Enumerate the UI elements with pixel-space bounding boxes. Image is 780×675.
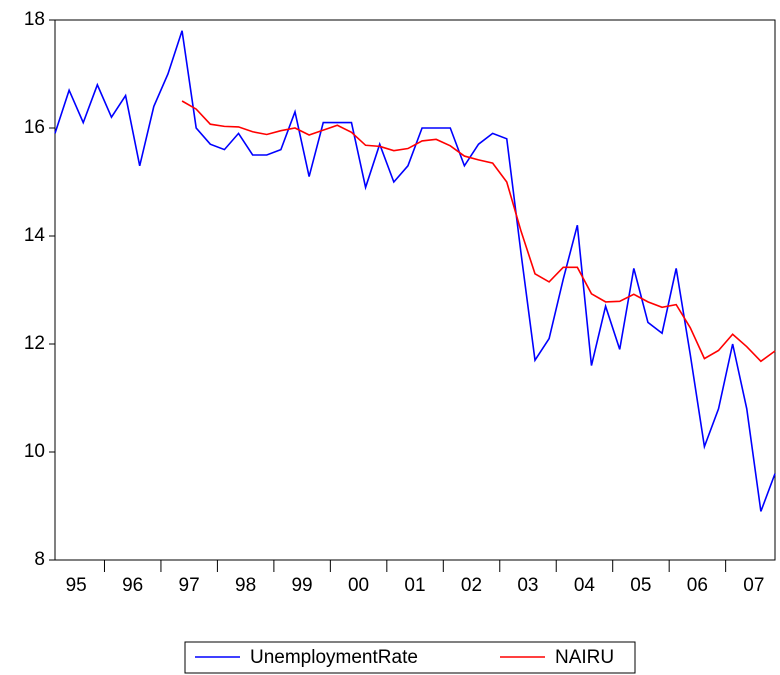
y-tick-label: 8 — [34, 549, 45, 570]
x-tick-label: 05 — [630, 575, 651, 596]
x-tick-label: 98 — [235, 575, 256, 596]
series-line — [54, 30, 776, 512]
x-tick-label: 04 — [574, 575, 596, 596]
x-tick-label: 97 — [179, 575, 200, 596]
x-tick-label: 03 — [517, 575, 538, 596]
legend-label: UnemploymentRate — [250, 647, 418, 668]
y-tick-label: 14 — [24, 225, 46, 246]
x-tick-label: 95 — [66, 575, 87, 596]
y-tick-label: 18 — [24, 9, 45, 30]
plot-frame — [54, 19, 776, 561]
x-tick-label: 00 — [348, 575, 369, 596]
x-tick-label: 02 — [461, 575, 482, 596]
y-tick-label: 10 — [24, 441, 45, 462]
y-tick-label: 16 — [24, 117, 45, 138]
x-tick-label: 06 — [687, 575, 708, 596]
x-tick-label: 96 — [122, 575, 143, 596]
x-tick-label: 99 — [291, 575, 312, 596]
series-line — [181, 100, 776, 363]
legend-box — [184, 641, 636, 674]
y-tick-label: 12 — [24, 333, 45, 354]
x-tick-label: 01 — [404, 575, 425, 596]
legend-label: NAIRU — [555, 647, 614, 668]
x-tick-label: 07 — [743, 575, 764, 596]
